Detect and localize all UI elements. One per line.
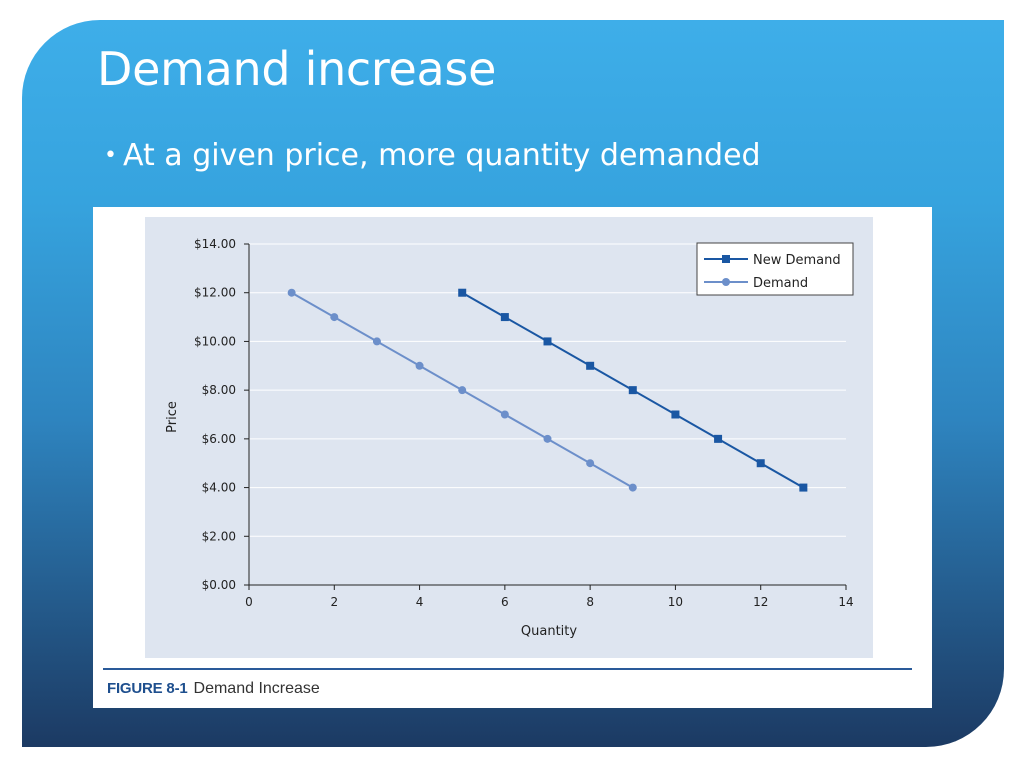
x-axis-label: Quantity bbox=[521, 624, 577, 639]
demand-point bbox=[586, 459, 595, 468]
figure-caption-text: Demand Increase bbox=[193, 680, 320, 697]
figure-rule bbox=[103, 668, 912, 670]
new-demand-point bbox=[714, 434, 723, 443]
y-tick-label: $0.00 bbox=[202, 578, 236, 592]
series-layer bbox=[287, 288, 808, 492]
figure-caption: FIGURE 8-1 Demand Increase bbox=[107, 680, 320, 698]
legend-demand-marker bbox=[722, 278, 730, 286]
bullet-dot-icon: • bbox=[104, 143, 117, 168]
legend-box bbox=[696, 242, 854, 296]
legend-new-demand-marker bbox=[722, 255, 730, 263]
slide: Demand increase • At a given price, more … bbox=[22, 20, 1004, 747]
demand-point bbox=[543, 434, 552, 443]
demand-point bbox=[330, 313, 339, 322]
y-tick-label: $12.00 bbox=[194, 286, 236, 300]
slide-title: Demand increase bbox=[97, 42, 497, 96]
legend: New Demand Demand bbox=[696, 242, 854, 296]
x-tick-label: 4 bbox=[416, 595, 424, 609]
demand-point bbox=[628, 483, 637, 492]
new-demand-point bbox=[586, 361, 595, 370]
y-tick-label: $2.00 bbox=[202, 529, 236, 543]
x-tick-label: 0 bbox=[245, 595, 253, 609]
figure-card: $0.00 $2.00 $4.00 $6.00 $8.00 $10.00 $12.00 $14… bbox=[93, 207, 932, 708]
y-tick-label: $6.00 bbox=[202, 432, 236, 446]
demand-point bbox=[500, 410, 509, 419]
y-tick-label: $10.00 bbox=[194, 334, 236, 348]
demand-chart: $0.00 $2.00 $4.00 $6.00 $8.00 $10.00 $12.00 $14… bbox=[145, 217, 873, 658]
x-tick-label: 10 bbox=[668, 595, 683, 609]
new-demand-point bbox=[671, 410, 680, 419]
bullet-item: • At a given price, more quantity demande… bbox=[104, 138, 761, 173]
new-demand-point bbox=[543, 337, 552, 346]
y-tick-label: $4.00 bbox=[202, 481, 236, 495]
x-tick-label: 6 bbox=[501, 595, 509, 609]
y-tick-label: $8.00 bbox=[202, 383, 236, 397]
x-tick-label: 2 bbox=[330, 595, 338, 609]
y-tick-label: $14.00 bbox=[194, 237, 236, 251]
axes: $0.00 $2.00 $4.00 $6.00 $8.00 $10.00 $12.00 $14… bbox=[194, 237, 854, 609]
new-demand-point bbox=[500, 313, 509, 322]
bullet-text: At a given price, more quantity demanded bbox=[122, 138, 761, 173]
legend-demand-label: Demand bbox=[753, 276, 808, 291]
x-tick-label: 14 bbox=[838, 595, 853, 609]
new-demand-point bbox=[628, 386, 637, 395]
demand-point bbox=[372, 337, 381, 346]
figure-number: FIGURE 8-1 bbox=[107, 680, 188, 697]
demand-point bbox=[287, 288, 296, 297]
new-demand-point bbox=[756, 459, 765, 468]
demand-point bbox=[458, 386, 467, 395]
new-demand-point bbox=[458, 288, 467, 297]
x-tick-label: 12 bbox=[753, 595, 768, 609]
x-tick-label: 8 bbox=[586, 595, 594, 609]
y-axis-label: Price bbox=[165, 401, 180, 433]
demand-point bbox=[415, 361, 424, 370]
new-demand-point bbox=[799, 483, 808, 492]
legend-new-demand-label: New Demand bbox=[753, 253, 841, 268]
